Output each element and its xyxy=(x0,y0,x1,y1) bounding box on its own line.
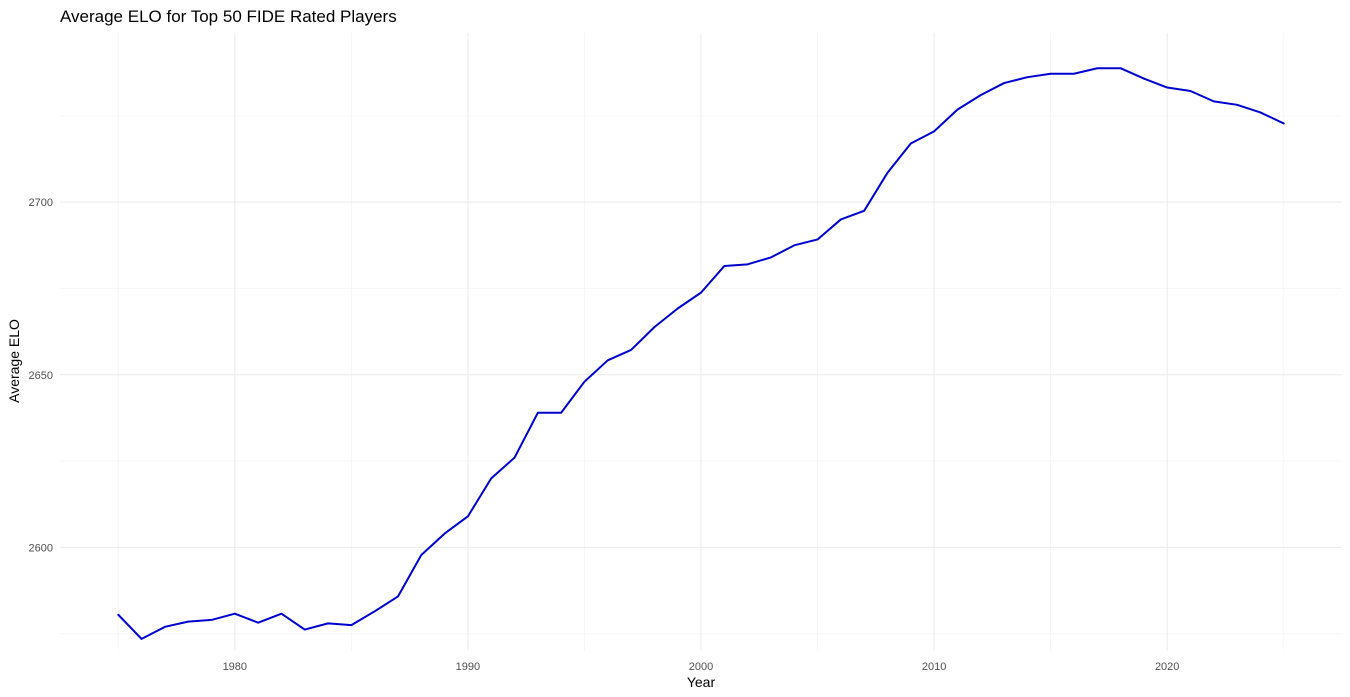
y-tick-label: 2700 xyxy=(29,197,53,209)
x-tick-label: 2010 xyxy=(922,661,946,673)
x-axis-ticks: 1980 1990 2000 2010 2020 xyxy=(223,661,1180,673)
grid xyxy=(60,33,1342,651)
x-tick-label: 1990 xyxy=(456,661,480,673)
y-tick-label: 2600 xyxy=(29,542,53,554)
y-axis-ticks: 2600 2650 2700 xyxy=(29,197,53,554)
y-axis-label: Average ELO xyxy=(6,319,22,403)
chart-title: Average ELO for Top 50 FIDE Rated Player… xyxy=(60,7,397,26)
y-tick-label: 2650 xyxy=(29,370,53,382)
x-tick-label: 1980 xyxy=(223,661,247,673)
series-layer xyxy=(117,67,1285,640)
x-axis-label: Year xyxy=(687,674,716,690)
x-tick-label: 2000 xyxy=(689,661,713,673)
x-tick-label: 2020 xyxy=(1155,661,1179,673)
series-line xyxy=(117,67,1285,640)
